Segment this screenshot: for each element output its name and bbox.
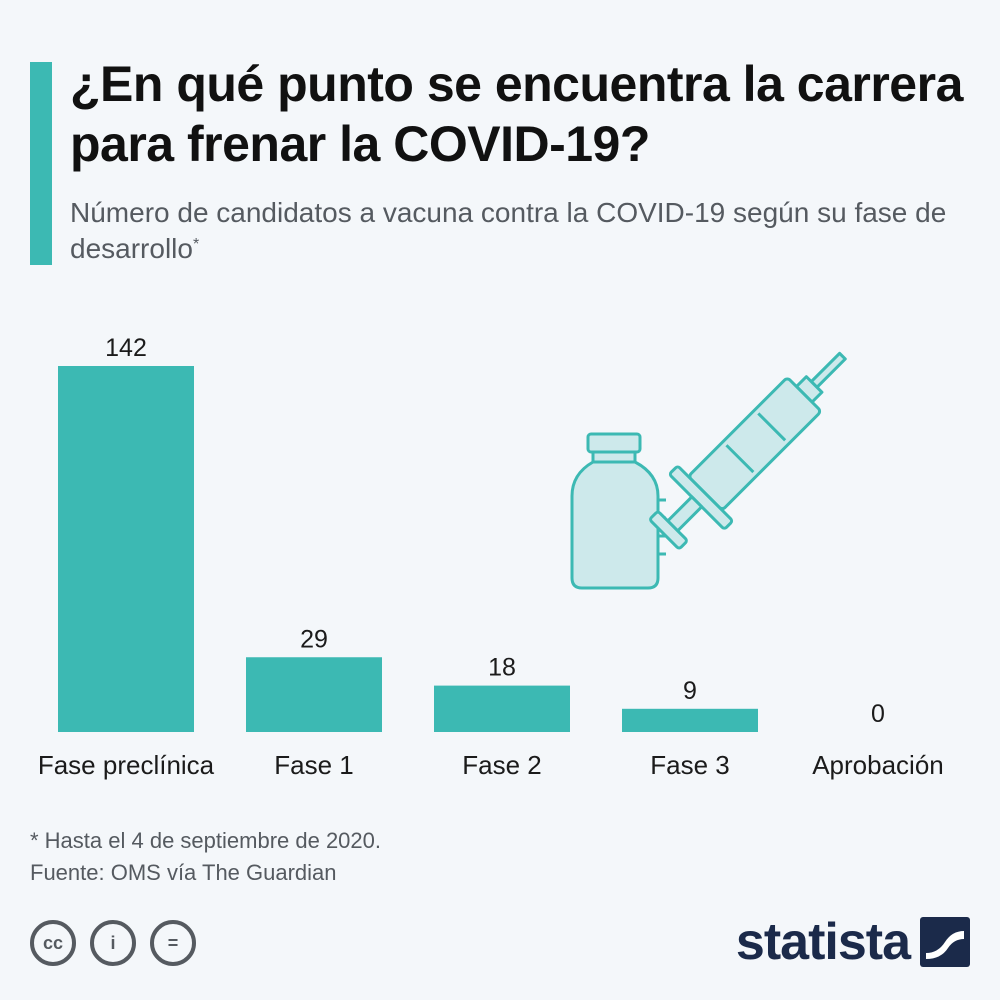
vaccine-illustration — [570, 351, 847, 590]
bar-value-label-1: 29 — [300, 625, 328, 653]
bar-chart-svg: 142 Fase preclínica 29 Fase 1 18 Fase 2 9 Fase … — [38, 334, 944, 780]
footnote: * Hasta el 4 de septiembre de 2020. Fuen… — [30, 825, 381, 889]
title-accent-bar — [30, 62, 52, 265]
source-note: Fuente: OMS vía The Guardian — [30, 860, 337, 885]
statista-logo-icon — [920, 917, 970, 967]
bar-1 — [246, 657, 382, 732]
category-label-2: Fase 2 — [462, 750, 542, 780]
attribution-icon[interactable]: i — [90, 920, 136, 966]
statista-brand[interactable]: statista — [736, 912, 970, 972]
bar-value-label-3: 9 — [683, 677, 697, 705]
subtitle-text: Número de candidatos a vacuna contra la … — [70, 197, 947, 264]
cc-icon[interactable]: cc — [30, 920, 76, 966]
category-label-4: Aprobación — [812, 750, 944, 780]
chart-subtitle: Número de candidatos a vacuna contra la … — [70, 195, 970, 267]
bar-value-label-0: 142 — [105, 334, 147, 362]
footnote-date: * Hasta el 4 de septiembre de 2020. — [30, 828, 382, 853]
category-label-0: Fase preclínica — [38, 750, 215, 780]
category-label-1: Fase 1 — [274, 750, 354, 780]
no-derivatives-icon[interactable]: = — [150, 920, 196, 966]
chart-title: ¿En qué punto se encuentra la carrera pa… — [70, 56, 963, 172]
vaccine-vial-icon — [570, 432, 666, 590]
bar-value-label-4: 0 — [871, 700, 885, 728]
bar-value-label-2: 18 — [488, 654, 516, 682]
category-label-3: Fase 3 — [650, 750, 730, 780]
bar-0 — [58, 366, 194, 732]
subtitle-footnote-mark: * — [192, 236, 200, 253]
license-icons: cc i = — [30, 920, 196, 966]
bar-2 — [434, 685, 570, 732]
bar-3 — [622, 708, 758, 732]
bar-chart: 142 Fase preclínica 29 Fase 1 18 Fase 2 9 Fase … — [0, 320, 1000, 800]
syringe-icon — [649, 351, 847, 550]
brand-name: statista — [735, 913, 911, 971]
